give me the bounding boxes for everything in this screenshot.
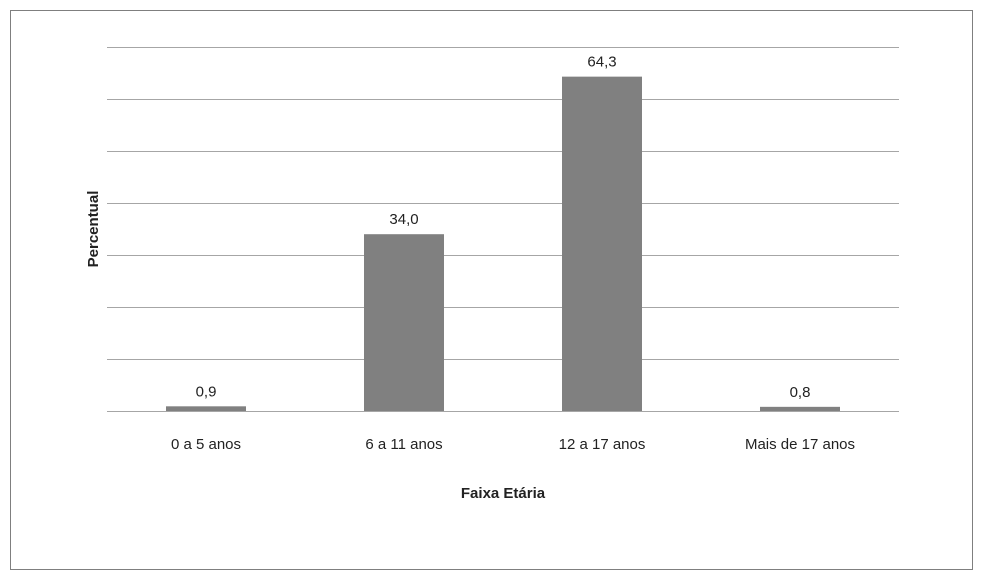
bar-0 bbox=[166, 406, 246, 411]
x-tick-label-3: Mais de 17 anos bbox=[745, 436, 855, 453]
x-tick-labels: 0 a 5 anos 6 a 11 anos 12 a 17 anos Mais de… bbox=[171, 436, 855, 453]
bar-1 bbox=[364, 234, 444, 411]
bars bbox=[166, 76, 840, 411]
chart-frame bbox=[10, 10, 973, 570]
x-tick-label-0: 0 a 5 anos bbox=[171, 436, 241, 453]
data-label-0: 0,9 bbox=[196, 383, 217, 400]
x-tick-label-1: 6 a 11 anos bbox=[365, 436, 442, 453]
gridlines bbox=[107, 47, 899, 412]
data-labels: 0,9 34,0 64,3 0,8 bbox=[196, 54, 811, 401]
bar-chart: 0,9 34,0 64,3 0,8 0 a 5 anos 6 a 11 anos 12 a… bbox=[85, 47, 899, 502]
y-axis-title: Percentual bbox=[85, 191, 102, 268]
bar-3 bbox=[760, 406, 840, 411]
data-label-1: 34,0 bbox=[389, 211, 418, 228]
x-tick-label-2: 12 a 17 anos bbox=[559, 436, 646, 453]
data-label-3: 0,8 bbox=[790, 384, 811, 401]
bar-2 bbox=[562, 76, 642, 411]
data-label-2: 64,3 bbox=[587, 54, 616, 71]
x-axis-title: Faixa Etária bbox=[461, 485, 546, 502]
